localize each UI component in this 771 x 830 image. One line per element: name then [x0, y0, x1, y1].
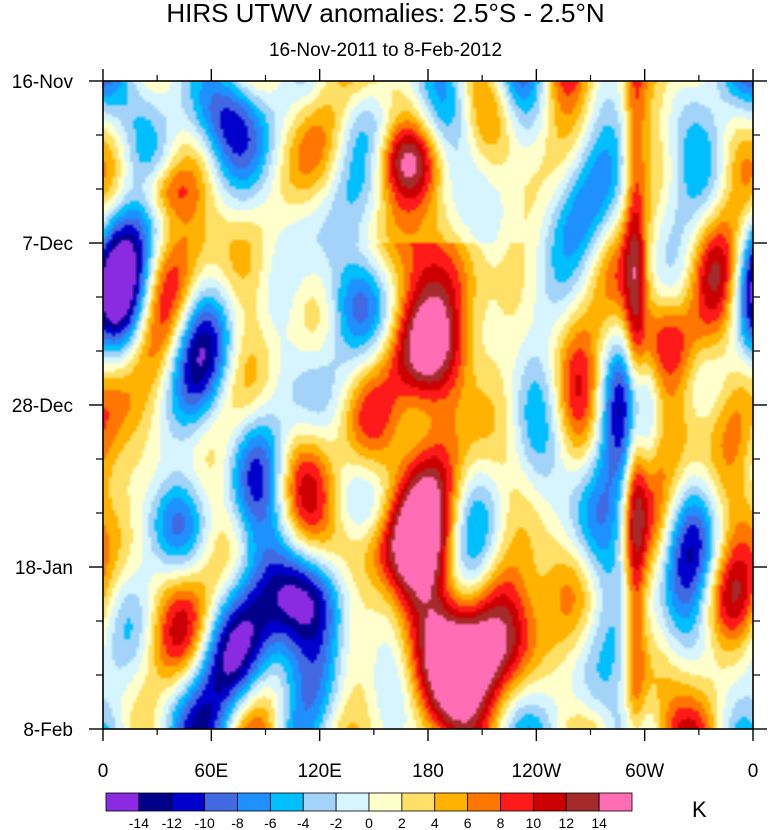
colorbar-label: -6: [264, 815, 277, 830]
y-tick-label: 28-Dec: [12, 396, 73, 417]
x-tick-label: 60E: [194, 761, 228, 782]
colorbar-label: -12: [162, 815, 182, 830]
x-tick-label: 60W: [625, 761, 664, 782]
y-tick-label: 7-Dec: [22, 234, 73, 255]
colorbar-label: 4: [431, 815, 439, 830]
colorbar-swatch: [401, 792, 436, 812]
colorbar-label: -4: [297, 815, 310, 830]
chart-title: HIRS UTWV anomalies: 2.5°S - 2.5°N: [166, 0, 605, 28]
x-tick-label: 120E: [297, 761, 341, 782]
colorbar-swatch: [171, 792, 206, 812]
colorbar-label: 10: [526, 815, 542, 830]
colorbar-label: 0: [365, 815, 373, 830]
colorbar-swatch: [500, 792, 534, 812]
y-tick-label: 16-Nov: [12, 72, 74, 93]
colorbar-units: K: [692, 797, 707, 822]
colorbar-swatch: [302, 792, 337, 812]
y-tick-label: 18-Jan: [15, 558, 73, 579]
colorbar-label: 6: [464, 815, 472, 830]
colorbar-swatch: [138, 792, 173, 812]
colorbar-swatch: [368, 792, 403, 812]
colorbar-swatch: [269, 792, 304, 812]
colorbar-swatch: [434, 792, 469, 812]
axes: 0 60E 120E 180 120W 60W 0 16-Nov 7-Dec 28-Dec 18-J…: [12, 69, 767, 782]
heatmap-field: [103, 81, 753, 729]
colorbar-label: -2: [330, 815, 343, 830]
colorbar-label: 2: [398, 815, 406, 830]
colorbar-swatch: [598, 792, 633, 812]
colorbar-label: -14: [129, 815, 149, 830]
colorbar-swatch: [237, 792, 271, 812]
colorbar-swatch: [105, 792, 140, 812]
colorbar: -14 -12 -10 -8 -6 -4 -2 0 2 4 6 8 10 12 14: [105, 792, 633, 830]
colorbar-label: 14: [591, 815, 607, 830]
y-tick-label: 8-Feb: [23, 720, 73, 741]
colorbar-swatch: [335, 792, 370, 812]
colorbar-swatch: [204, 792, 238, 812]
x-tick-label: 120W: [512, 761, 562, 782]
x-tick-label: 0: [748, 761, 759, 782]
chart-subtitle: 16-Nov-2011 to 8-Feb-2012: [268, 40, 503, 61]
colorbar-swatch: [467, 792, 501, 812]
x-tick-label: 180: [412, 761, 444, 782]
x-tick-label: 0: [98, 761, 109, 782]
colorbar-swatch: [565, 792, 600, 812]
colorbar-label: -10: [195, 815, 215, 830]
colorbar-label: 12: [558, 815, 574, 830]
colorbar-label: -8: [231, 815, 244, 830]
colorbar-label: 8: [497, 815, 505, 830]
colorbar-swatch: [532, 792, 567, 812]
